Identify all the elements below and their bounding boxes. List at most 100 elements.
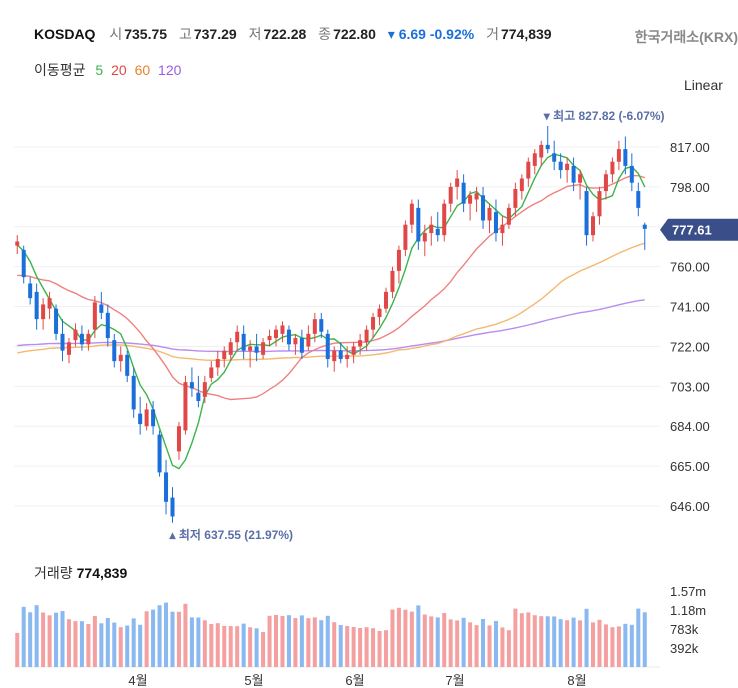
candle-body [164,472,169,502]
ma-60-line [17,242,646,361]
ma-20-line [17,175,646,401]
candle-body [299,338,304,353]
volume-bar [358,628,363,667]
volume-bar [15,632,20,667]
volume-bar [73,621,78,667]
volume-bar [429,616,434,667]
candle-body [500,224,505,234]
high-annotation: ▾ 최고 827.82 (-6.07%) [543,108,665,123]
volume-bar [616,626,621,667]
candle-body [144,409,149,427]
volume-bar [196,617,201,667]
volume-bar [28,612,33,667]
candle-body [92,302,97,330]
candle-body [455,178,460,187]
ma5-path [16,153,646,470]
candle-body [332,350,337,362]
volume-bar [105,618,110,667]
volume-bar [526,612,531,667]
volume-bar [364,627,369,667]
volume-bar [552,616,557,667]
ma-120-label[interactable]: 120 [158,62,182,78]
candle-body [60,333,65,351]
volume-bar [248,627,253,667]
candle-body [28,283,33,299]
candle-body [616,149,621,162]
candle-body [493,212,498,234]
ma-60-label[interactable]: 60 [134,62,151,78]
volume-bar [99,623,104,667]
price-tick-label: 798.00 [670,180,710,195]
candle-body [565,163,570,171]
volume-bar [170,611,175,667]
candle-body [118,354,123,362]
volume-bar [610,627,615,667]
volume-bar [235,626,240,667]
scale-selector[interactable]: Linear [684,77,723,93]
candle-body [228,342,233,355]
volume-bar [254,628,259,667]
volume-bar [274,615,279,667]
volume-bar [506,630,511,667]
volume-bar [474,625,479,667]
candle-body [248,346,253,351]
candle-body [358,340,363,347]
price-tick-label: 722.00 [670,339,710,354]
volume-bar [455,620,460,667]
candle-body [319,319,324,332]
volume-bar [261,632,266,667]
open-value: 735.75 [124,26,168,42]
volume-bar [338,625,343,667]
volume-bar [209,624,214,667]
candle-body [176,426,181,452]
volume-bar [151,609,156,667]
candle-body [422,233,427,242]
volume-bar [571,617,576,667]
low-label: 저 [248,26,262,42]
ma-20-label[interactable]: 20 [111,62,127,78]
candle-body [189,382,194,389]
volume-bar [487,625,492,667]
volume-bar [138,624,143,667]
candle-body [274,329,279,339]
candle-body [474,193,479,200]
volume-bar [41,612,46,667]
volume-bar [157,605,162,667]
volume-tick-label: 783k [670,622,699,637]
volume-bar [306,618,311,667]
volume-bar [461,617,466,667]
volume-bar [396,607,401,667]
candle-body [629,165,634,183]
volume-bar [286,615,291,667]
volume-bar [54,612,59,667]
month-label: 7월 [445,673,464,688]
volume-bar [636,608,641,667]
volume-bar [228,626,233,667]
ma-legend[interactable]: 이동평균 5 20 60 120 [34,60,185,80]
candle-body [170,497,175,517]
candle-body [552,153,557,162]
candle-body [222,350,227,360]
candle-body [532,153,537,166]
volume-bar [176,611,181,667]
volume-bar [293,618,298,667]
candle-body [416,207,421,242]
candle-body [519,178,524,192]
volume-bar [591,622,596,667]
candle-body [468,195,473,204]
scale-label: Linear [684,77,723,93]
ma-5-label[interactable]: 5 [95,62,104,78]
volume-bar [131,618,136,667]
price-tick-label: 684.00 [670,419,710,434]
time-axis: 4월 5월 6월 7월 8월 [128,673,586,688]
volume-bar [545,616,550,667]
candle-body [539,144,544,158]
candle-body [526,161,531,179]
candle-body [558,161,563,171]
volume-bar [409,611,414,667]
ma-5-line [16,153,646,470]
volume-bar [164,602,169,667]
volume-bar [565,620,570,667]
candle-body [151,409,156,427]
